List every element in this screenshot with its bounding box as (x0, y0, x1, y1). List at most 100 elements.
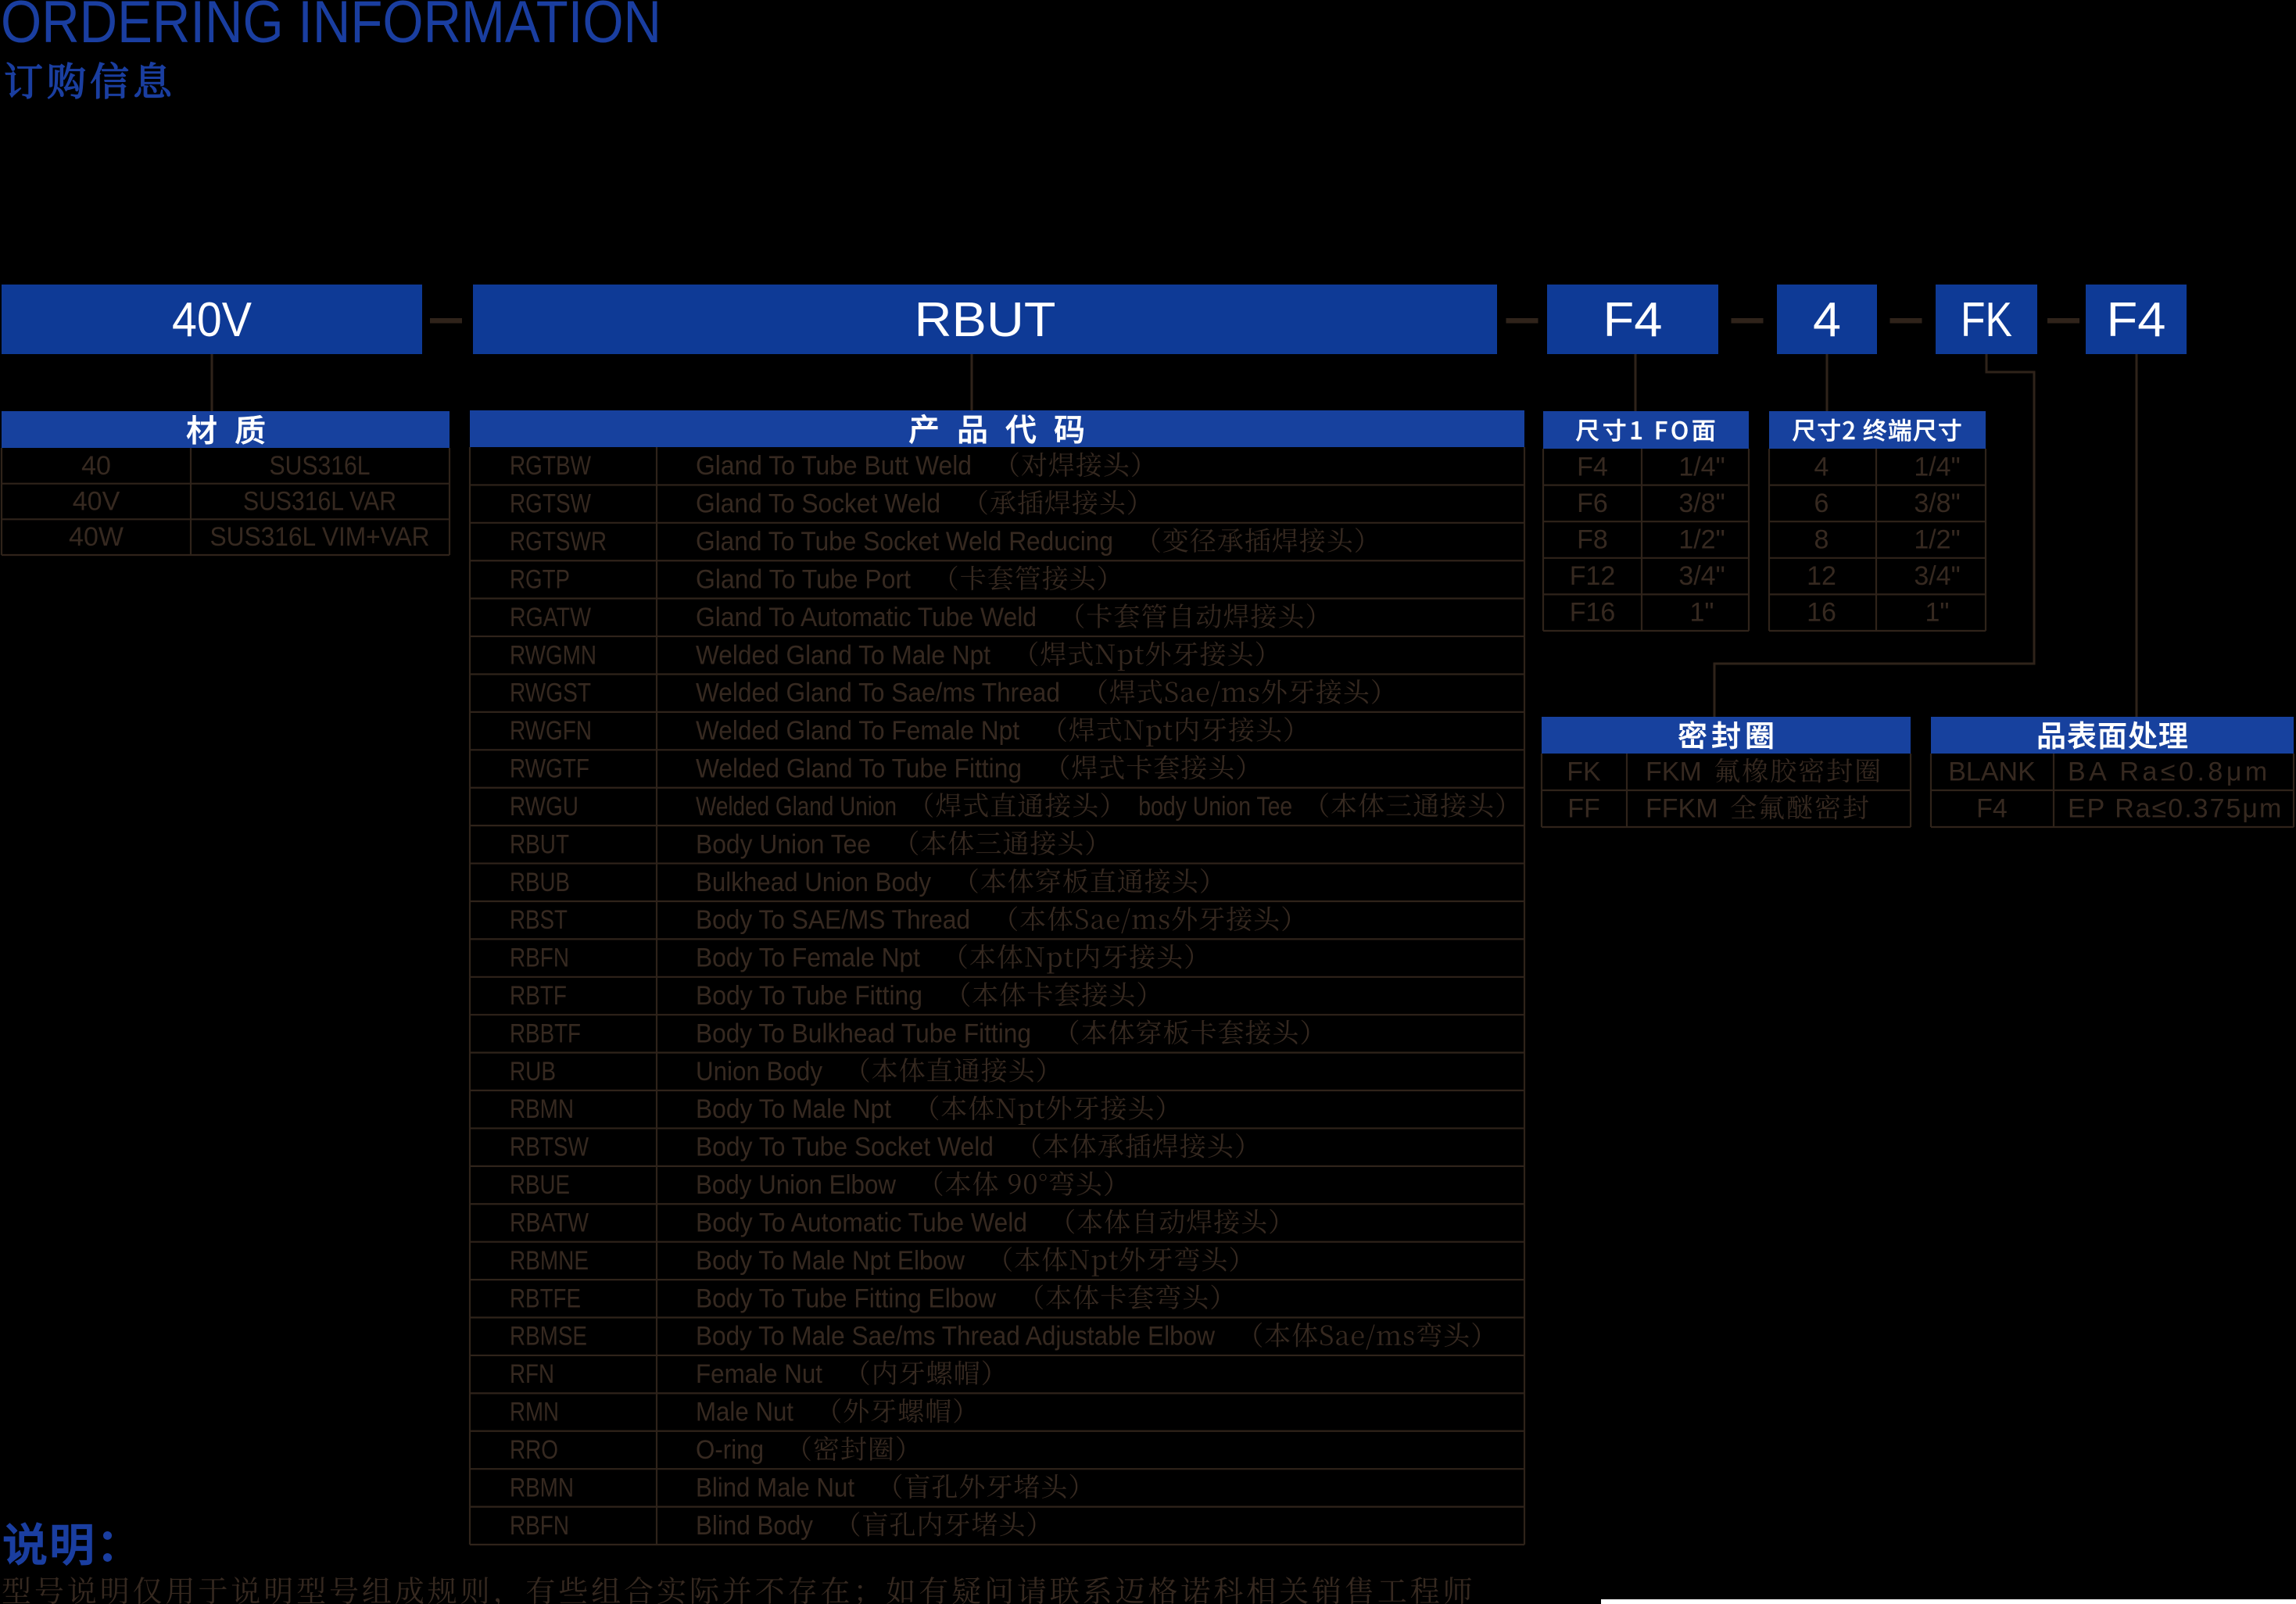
svg-text:4: 4 (1814, 452, 1829, 482)
svg-text:Body To Tube Fitting: Body To Tube Fitting (696, 981, 922, 1011)
svg-text:Body To Male Npt: Body To Male Npt (696, 1094, 892, 1124)
svg-text:Gland To Tube Butt Weld: Gland To Tube Butt Weld (696, 451, 972, 481)
svg-text:RBTSW: RBTSW (510, 1133, 589, 1162)
svg-text:RWGFN: RWGFN (510, 716, 592, 746)
svg-text:RBMNE: RBMNE (510, 1246, 589, 1276)
svg-text:RBMSE: RBMSE (510, 1322, 587, 1352)
svg-text:Body Union Tee: Body Union Tee (696, 829, 871, 859)
svg-text:F4: F4 (1577, 452, 1608, 482)
svg-text:RBMN: RBMN (510, 1094, 574, 1124)
svg-text:Male Nut: Male Nut (696, 1398, 793, 1427)
svg-text:Female Nut: Female Nut (696, 1359, 823, 1389)
svg-text:FFKM: FFKM (1646, 794, 1718, 824)
svg-text:Union Body: Union Body (696, 1057, 822, 1087)
svg-text:Bulkhead Union Body: Bulkhead Union Body (696, 868, 931, 897)
svg-text:ORDERING INFORMATION: ORDERING INFORMATION (1, 0, 661, 55)
svg-text:BLANK: BLANK (1948, 757, 2036, 787)
svg-text:Welded Gland To Sae/ms Thread: Welded Gland To Sae/ms Thread (696, 678, 1060, 708)
svg-text:RMN: RMN (510, 1398, 559, 1427)
svg-text:3/4": 3/4" (1678, 561, 1725, 591)
svg-text:1": 1" (1690, 598, 1714, 628)
svg-text:40: 40 (81, 451, 111, 481)
svg-text:3/4": 3/4" (1914, 561, 1960, 591)
svg-text:Blind Body: Blind Body (696, 1511, 813, 1541)
svg-text:RFN: RFN (510, 1359, 554, 1389)
svg-text:F8: F8 (1577, 525, 1608, 555)
svg-text:FK: FK (1567, 757, 1601, 787)
svg-text:RBFN: RBFN (510, 943, 569, 973)
svg-text:BA Ra≤0.8μm: BA Ra≤0.8μm (2068, 757, 2271, 787)
svg-text:F12: F12 (1570, 561, 1616, 591)
svg-text:6: 6 (1814, 489, 1829, 518)
svg-text:F6: F6 (1577, 489, 1608, 518)
svg-text:RWGST: RWGST (510, 678, 591, 708)
svg-text:F4: F4 (1603, 293, 1663, 347)
svg-text:Body Union Elbow: Body Union Elbow (696, 1170, 896, 1200)
svg-text:RWGU: RWGU (510, 792, 578, 822)
svg-text:3/8": 3/8" (1914, 489, 1960, 518)
svg-text:SUS316L VIM+VAR: SUS316L VIM+VAR (210, 522, 430, 552)
svg-text:1/4": 1/4" (1678, 452, 1725, 482)
svg-text:FKM: FKM (1646, 757, 1702, 787)
svg-text:RBFN: RBFN (510, 1511, 569, 1541)
svg-text:RWGMN: RWGMN (510, 640, 596, 670)
svg-text:40V: 40V (172, 293, 253, 347)
svg-text:Welded Gland To Tube Fitting: Welded Gland To Tube Fitting (696, 754, 1022, 784)
svg-text:RBTFE: RBTFE (510, 1284, 581, 1313)
svg-text:RBUB: RBUB (510, 868, 570, 897)
svg-text:SUS316L VAR: SUS316L VAR (243, 487, 396, 517)
svg-text:RGTBW: RGTBW (510, 451, 591, 481)
svg-text:RBUT: RBUT (915, 293, 1056, 347)
svg-text:Gland To Tube Socket Weld Redu: Gland To Tube Socket Weld Reducing (696, 527, 1113, 557)
svg-text:Gland To Automatic Tube Weld: Gland To Automatic Tube Weld (696, 603, 1037, 632)
svg-text:Body To Tube Socket Weld: Body To Tube Socket Weld (696, 1133, 994, 1162)
svg-text:Welded Gland To Female Npt: Welded Gland To Female Npt (696, 716, 1020, 746)
svg-text:Body To Female Npt: Body To Female Npt (696, 943, 921, 973)
svg-text:FF: FF (1567, 794, 1600, 824)
svg-text:O-ring: O-ring (696, 1435, 764, 1465)
svg-text:RRO: RRO (510, 1435, 558, 1465)
svg-text:Gland To Tube Port: Gland To Tube Port (696, 564, 912, 594)
svg-text:Body To Tube Fitting Elbow: Body To Tube Fitting Elbow (696, 1284, 996, 1313)
svg-text:RGTSWR: RGTSWR (510, 527, 607, 557)
svg-text:Body To SAE/MS Thread: Body To SAE/MS Thread (696, 905, 970, 935)
svg-text:1": 1" (1925, 598, 1950, 628)
svg-text:RBBTF: RBBTF (510, 1019, 581, 1048)
svg-text:F4: F4 (2107, 293, 2166, 347)
svg-text:SUS316L: SUS316L (270, 451, 371, 481)
svg-text:3/8": 3/8" (1678, 489, 1725, 518)
svg-text:1/4": 1/4" (1914, 452, 1960, 482)
svg-text:8: 8 (1814, 525, 1829, 555)
svg-text:1/2": 1/2" (1914, 525, 1960, 555)
svg-text:1/2": 1/2" (1678, 525, 1725, 555)
svg-text:body Union Tee: body Union Tee (1138, 792, 1292, 822)
svg-text:F16: F16 (1570, 598, 1616, 628)
svg-text:RBUE: RBUE (510, 1170, 570, 1200)
svg-text:FK: FK (1961, 293, 2012, 347)
svg-text:EP Ra≤0.375μm: EP Ra≤0.375μm (2068, 794, 2283, 824)
svg-text:40W: 40W (69, 522, 124, 552)
svg-text:F4: F4 (1976, 794, 2008, 824)
svg-text:RUB: RUB (510, 1057, 556, 1087)
svg-text:Welded Gland Union: Welded Gland Union (696, 792, 897, 822)
svg-text:4: 4 (1813, 293, 1841, 347)
svg-text:RBTF: RBTF (510, 981, 567, 1011)
svg-text:RBST: RBST (510, 905, 568, 935)
svg-text:12: 12 (1807, 561, 1836, 591)
svg-text:Body To Bulkhead Tube Fitting: Body To Bulkhead Tube Fitting (696, 1019, 1031, 1048)
svg-text:40V: 40V (73, 487, 120, 517)
svg-text:RGATW: RGATW (510, 603, 591, 632)
svg-text:RWGTF: RWGTF (510, 754, 589, 784)
svg-text:RGTP: RGTP (510, 564, 570, 594)
svg-text:RGTSW: RGTSW (510, 489, 591, 519)
svg-text:Blind Male Nut: Blind Male Nut (696, 1473, 854, 1502)
svg-text:Body To Male Npt Elbow: Body To Male Npt Elbow (696, 1246, 965, 1276)
svg-text:16: 16 (1807, 598, 1836, 628)
svg-text:RBUT: RBUT (510, 829, 569, 859)
svg-text:RBMN: RBMN (510, 1473, 574, 1502)
svg-text:Body To Automatic Tube Weld: Body To Automatic Tube Weld (696, 1208, 1027, 1237)
svg-text:Welded Gland To Male Npt: Welded Gland To Male Npt (696, 640, 991, 670)
svg-text:Gland To Socket Weld: Gland To Socket Weld (696, 489, 940, 519)
svg-text:Body To Male Sae/ms Thread Adj: Body To Male Sae/ms Thread Adjustable El… (696, 1322, 1215, 1352)
svg-text:RBATW: RBATW (510, 1208, 589, 1237)
